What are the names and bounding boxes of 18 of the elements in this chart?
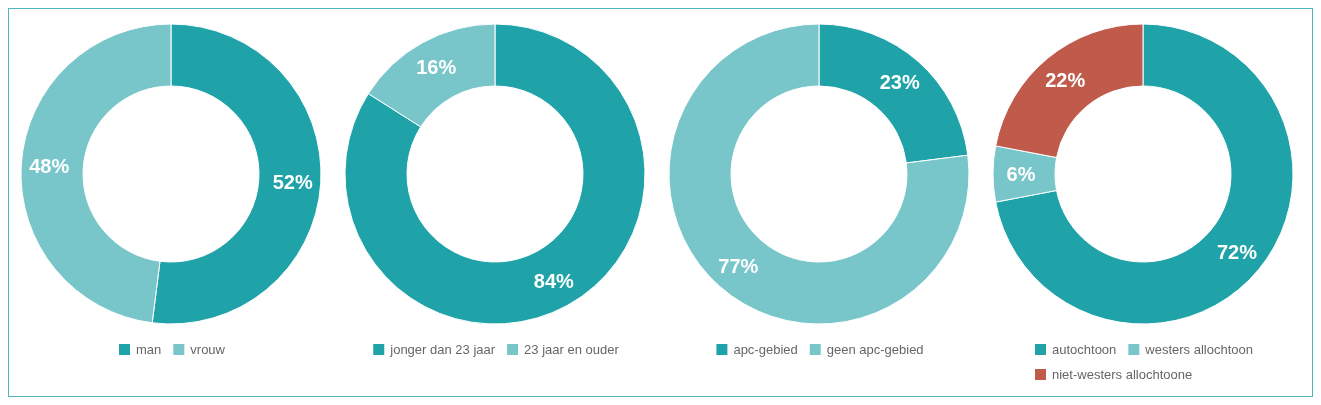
data-label: 22% (1045, 69, 1086, 91)
data-label: 77% (718, 254, 759, 277)
legend-label: man (136, 342, 162, 357)
legend-label: vrouw (190, 342, 226, 357)
data-label: 23% (879, 71, 920, 94)
legend-label: apc-gebied (733, 342, 798, 357)
data-label: 52% (272, 170, 313, 193)
data-label: 6% (1006, 163, 1036, 185)
legend-label: geen apc-gebied (826, 342, 924, 357)
data-label: 16% (416, 56, 457, 79)
legend-label: autochtoon (1052, 342, 1117, 357)
legend-label: jonger dan 23 jaar (389, 342, 496, 357)
data-label: 84% (533, 269, 574, 292)
legend-label: niet-westers allochtoone (1052, 367, 1193, 382)
legend-label: westers allochtoon (1144, 342, 1253, 357)
data-label: 48% (29, 155, 70, 178)
legend-label: 23 jaar en ouder (524, 342, 620, 357)
data-label: 72% (1216, 240, 1258, 263)
